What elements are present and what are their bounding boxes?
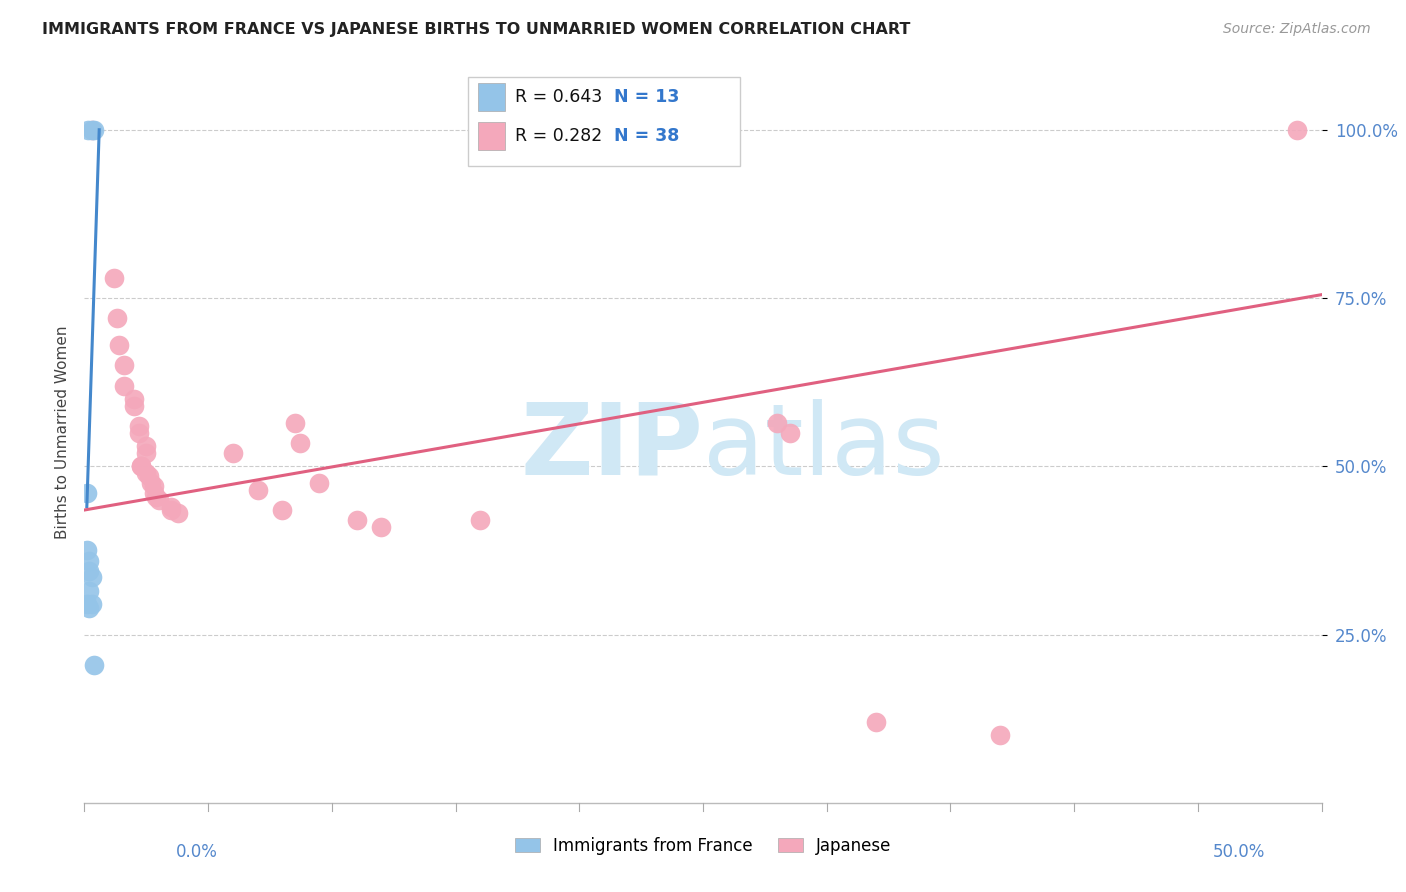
Point xyxy=(83,122,105,136)
Point xyxy=(79,583,101,598)
Point xyxy=(988,729,1011,743)
FancyBboxPatch shape xyxy=(468,78,740,166)
Point xyxy=(167,507,190,521)
Point xyxy=(284,416,307,430)
Text: 0.0%: 0.0% xyxy=(176,843,218,861)
Point xyxy=(103,270,125,285)
Point xyxy=(135,466,157,480)
Point xyxy=(129,459,152,474)
Point xyxy=(112,359,135,373)
Bar xyxy=(478,83,505,111)
Y-axis label: Births to Unmarried Women: Births to Unmarried Women xyxy=(55,326,70,540)
Point xyxy=(135,446,157,460)
Text: Source: ZipAtlas.com: Source: ZipAtlas.com xyxy=(1223,22,1371,37)
Point xyxy=(142,486,165,500)
Point xyxy=(108,338,131,352)
Point xyxy=(779,425,801,440)
Point xyxy=(135,439,157,453)
Text: ZIP: ZIP xyxy=(520,399,703,496)
Legend: Immigrants from France, Japanese: Immigrants from France, Japanese xyxy=(508,830,898,862)
Point xyxy=(79,553,101,567)
Text: 50.0%: 50.0% xyxy=(1213,843,1265,861)
Point xyxy=(160,500,183,514)
Bar xyxy=(478,122,505,150)
Point xyxy=(145,490,167,504)
Point xyxy=(76,597,98,611)
Point xyxy=(470,513,492,527)
Point xyxy=(766,416,789,430)
Point xyxy=(222,446,245,460)
Point xyxy=(129,459,152,474)
Point xyxy=(122,399,145,413)
Point xyxy=(80,122,103,136)
Point xyxy=(76,543,98,558)
Point xyxy=(80,122,103,136)
Point xyxy=(271,503,294,517)
Point xyxy=(346,513,368,527)
Point xyxy=(112,378,135,392)
Point xyxy=(80,570,103,584)
Point xyxy=(308,476,330,491)
Point xyxy=(79,600,101,615)
Point xyxy=(77,122,100,136)
Point xyxy=(865,714,887,729)
Point xyxy=(79,564,101,578)
Point xyxy=(160,503,183,517)
Point xyxy=(128,425,150,440)
Point xyxy=(80,597,103,611)
Text: N = 38: N = 38 xyxy=(614,127,679,145)
Point xyxy=(288,435,311,450)
Point xyxy=(141,476,163,491)
Point xyxy=(142,479,165,493)
Text: N = 13: N = 13 xyxy=(614,88,679,106)
Point xyxy=(370,520,392,534)
Text: R = 0.282: R = 0.282 xyxy=(515,127,602,145)
Text: atlas: atlas xyxy=(703,399,945,496)
Point xyxy=(105,311,128,326)
Point xyxy=(83,657,105,672)
Point xyxy=(76,486,98,500)
Text: R = 0.643: R = 0.643 xyxy=(515,88,602,106)
Point xyxy=(246,483,269,497)
Text: IMMIGRANTS FROM FRANCE VS JAPANESE BIRTHS TO UNMARRIED WOMEN CORRELATION CHART: IMMIGRANTS FROM FRANCE VS JAPANESE BIRTH… xyxy=(42,22,911,37)
Point xyxy=(122,392,145,406)
Point xyxy=(138,469,160,483)
Point xyxy=(128,418,150,433)
Point xyxy=(148,492,170,507)
Point xyxy=(1285,122,1308,136)
